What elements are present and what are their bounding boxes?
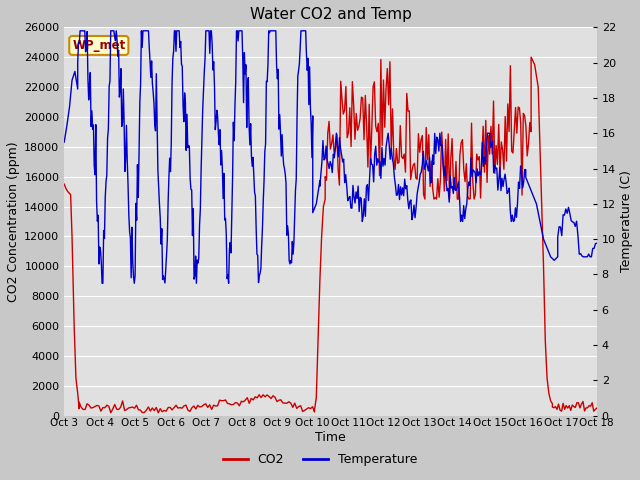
Y-axis label: Temperature (C): Temperature (C) [620,170,633,273]
Y-axis label: CO2 Concentration (ppm): CO2 Concentration (ppm) [7,141,20,302]
Title: Water CO2 and Temp: Water CO2 and Temp [250,7,412,22]
Text: WP_met: WP_met [72,39,125,52]
Legend: CO2, Temperature: CO2, Temperature [218,448,422,471]
X-axis label: Time: Time [315,431,346,444]
